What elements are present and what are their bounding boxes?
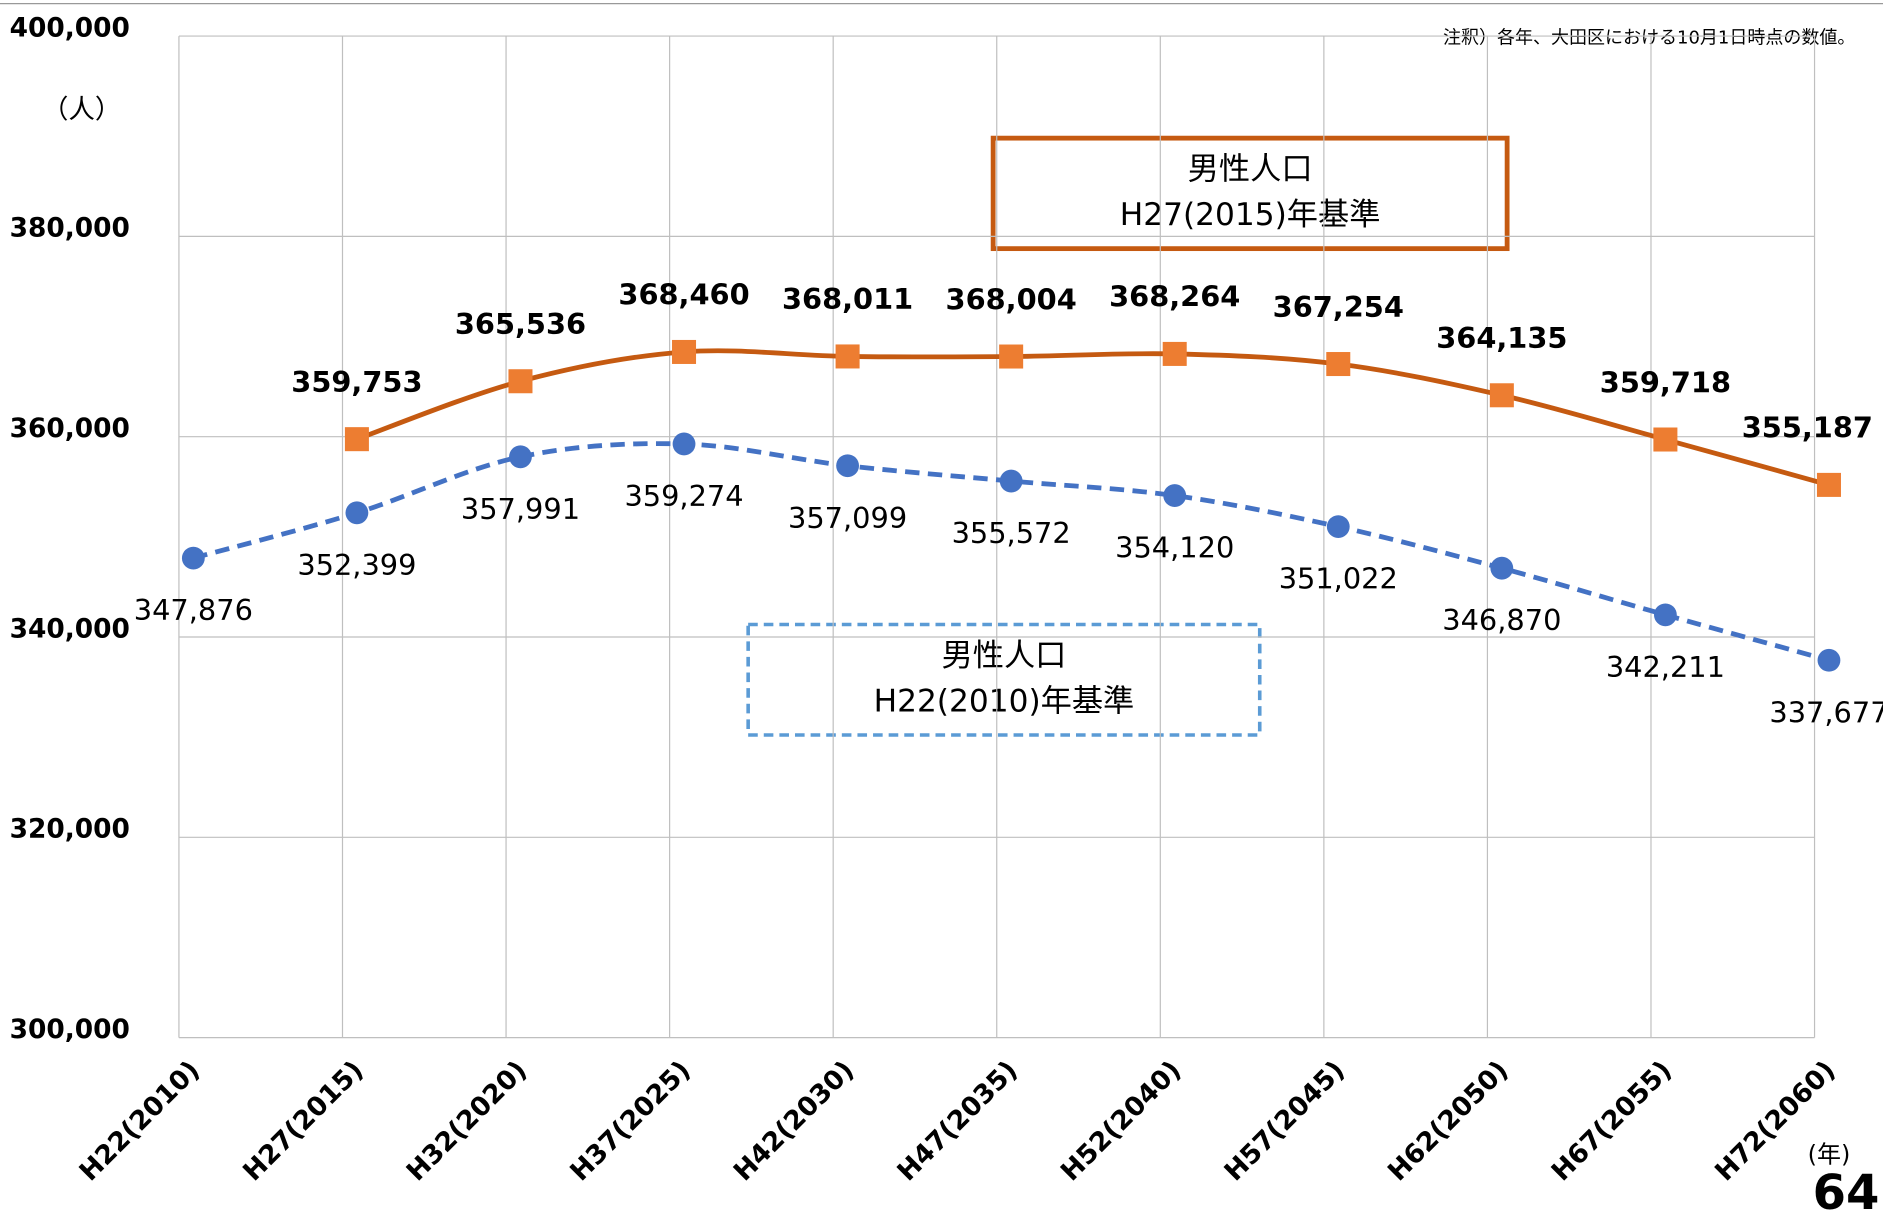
- data-label: 368,011: [782, 282, 913, 316]
- data-label: 352,399: [297, 548, 416, 582]
- page-number: 64: [1813, 1165, 1880, 1221]
- data-label: 368,264: [1109, 280, 1240, 314]
- y-tick-label: 340,000: [10, 613, 130, 644]
- data-label: 359,718: [1600, 365, 1731, 399]
- marker: [1163, 484, 1187, 507]
- marker: [181, 546, 205, 570]
- data-label: 337,677: [1769, 695, 1883, 729]
- x-tick-label: H42(2030): [728, 1055, 861, 1188]
- legend-label: 男性人口: [1188, 152, 1313, 188]
- x-tick-label: H57(2045): [1218, 1055, 1351, 1188]
- y-unit: （人）: [42, 94, 121, 125]
- data-label: 351,022: [1279, 562, 1398, 596]
- data-label: 355,187: [1742, 411, 1873, 445]
- note: 注釈）各年、大田区における10月1日時点の数値。: [1443, 27, 1855, 48]
- grid: [178, 35, 1816, 1039]
- marker: [1326, 515, 1350, 539]
- marker: [835, 344, 860, 369]
- data-label: 354,120: [1115, 531, 1234, 565]
- marker: [345, 501, 369, 525]
- marker: [508, 369, 533, 394]
- x-tick-label: H27(2015): [237, 1055, 370, 1188]
- marker: [1490, 556, 1514, 580]
- legend-label: H22(2010)年基準: [874, 684, 1135, 720]
- y-tick-label: 300,000: [10, 1014, 130, 1045]
- x-tick-label: H52(2040): [1055, 1055, 1188, 1188]
- marker: [344, 427, 369, 452]
- data-label: 359,753: [291, 365, 422, 399]
- data-label: 368,460: [618, 278, 749, 312]
- x-tick-label: H47(2035): [891, 1055, 1024, 1188]
- x-tick-label: H22(2010): [73, 1055, 206, 1188]
- legend-label: H27(2015)年基準: [1120, 197, 1381, 233]
- data-label: 364,135: [1436, 321, 1567, 355]
- data-label: 355,572: [952, 516, 1071, 550]
- marker: [509, 445, 532, 469]
- x-tick-label: H67(2055): [1545, 1055, 1678, 1188]
- marker: [1326, 352, 1351, 377]
- x-tick-label: H37(2025): [564, 1055, 697, 1188]
- data-label: 365,536: [455, 307, 586, 341]
- x-unit: (年): [1808, 1140, 1851, 1168]
- data-label: 367,254: [1273, 290, 1404, 324]
- data-label: 357,991: [461, 492, 580, 526]
- y-tick-label: 320,000: [10, 814, 130, 845]
- data-label: 346,870: [1442, 603, 1561, 637]
- series-line: [192, 441, 1830, 663]
- legend-label: 男性人口: [942, 638, 1067, 674]
- marker: [1489, 383, 1514, 408]
- marker: [999, 344, 1024, 369]
- marker: [1817, 648, 1841, 672]
- marker: [1653, 427, 1678, 452]
- y-tick-label: 400,000: [10, 12, 130, 43]
- marker: [999, 469, 1023, 493]
- legend-box: [990, 135, 1510, 252]
- marker: [672, 432, 696, 456]
- data-label: 359,274: [624, 479, 743, 513]
- x-tick-label: H62(2050): [1382, 1055, 1515, 1188]
- data-label: 357,099: [788, 501, 907, 535]
- marker: [836, 454, 859, 478]
- marker: [1162, 341, 1187, 366]
- marker: [1816, 472, 1841, 497]
- x-tick-label: H32(2020): [401, 1055, 534, 1188]
- marker: [1653, 603, 1677, 627]
- marker: [672, 339, 697, 364]
- data-label: 342,211: [1606, 650, 1725, 684]
- series-line: [356, 348, 1830, 488]
- y-tick-label: 360,000: [10, 413, 130, 444]
- y-tick-label: 380,000: [10, 213, 130, 244]
- data-label: 347,876: [134, 593, 253, 627]
- data-label: 368,004: [946, 282, 1077, 316]
